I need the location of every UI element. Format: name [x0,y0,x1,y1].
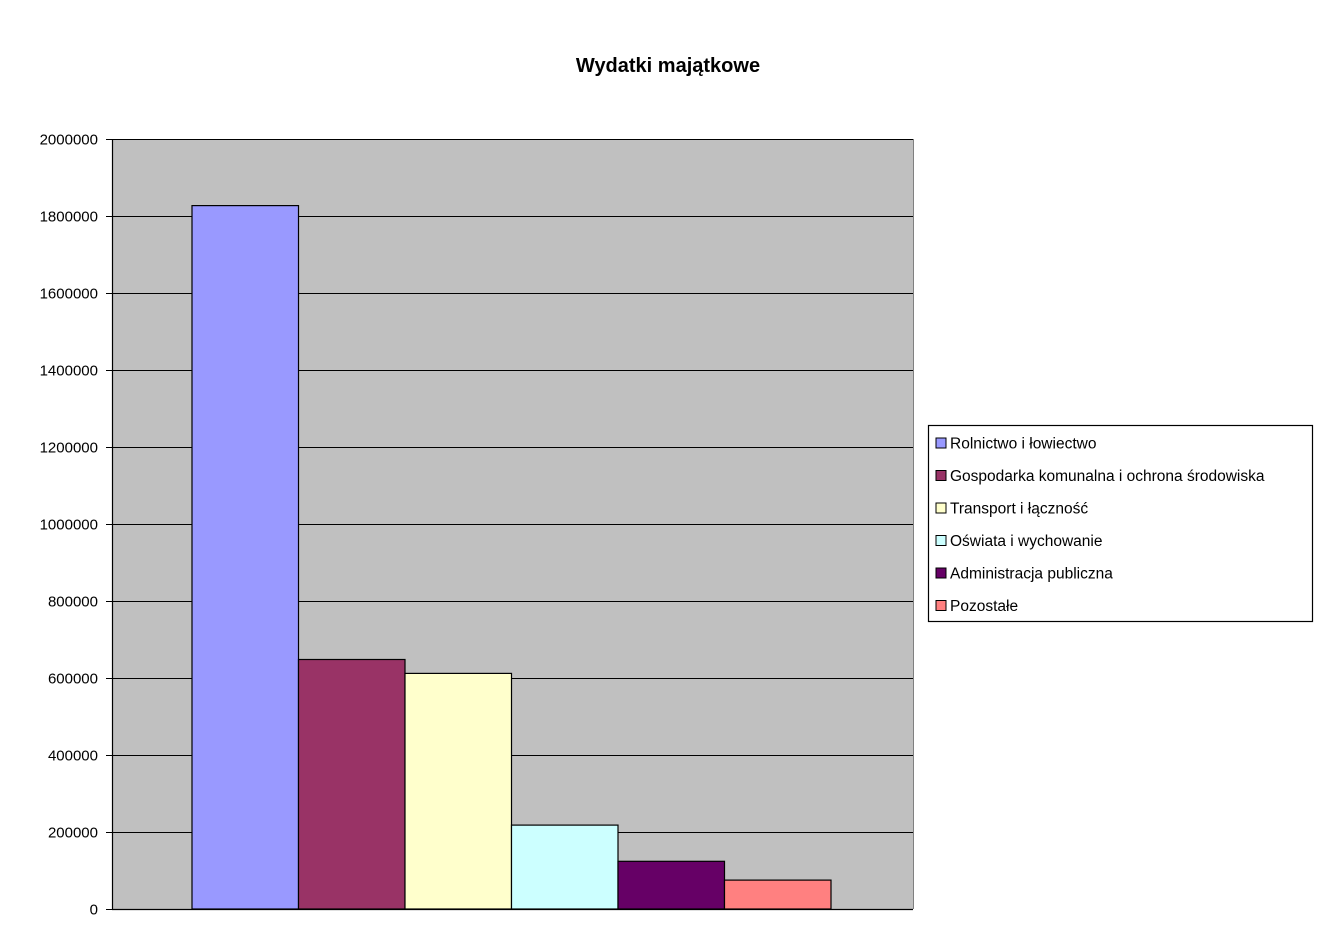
legend-swatch [935,535,947,546]
y-axis-ticks: 0 200000 400000 600000 800000 1000000 1200000 1… [40,132,112,919]
legend-swatch [935,437,947,449]
bar [404,672,513,910]
legend-label: Rolnictwo i łowiectwo [950,436,1096,453]
legend-swatch [935,567,947,579]
y-tick-label: 1600000 [40,286,98,303]
legend-label: Pozostałe [950,598,1018,615]
bar [617,860,726,910]
legend-label: Gospodarka komunalna i ochrona środowisk… [950,468,1265,485]
bars [191,205,832,910]
y-tick-label: 0 [90,902,98,919]
legend-swatch [935,600,947,611]
legend-label: Oświata i wychowanie [950,533,1102,550]
legend-label: Transport i łączność [950,501,1088,518]
legend-swatch [935,470,947,481]
bar [297,658,406,910]
y-tick-label: 600000 [48,671,98,688]
bar [723,879,832,910]
y-tick-label: 800000 [48,594,98,611]
y-tick-label: 1800000 [40,209,98,226]
legend-swatch [935,502,947,514]
legend-box [927,424,1314,623]
y-tick-label: 200000 [48,825,98,842]
chart-title: Wydatki majątkowe [576,55,760,77]
bar [191,205,300,910]
legend: Rolnictwo i łowiectwo Gospodarka komunaln… [927,424,1314,623]
y-tick-label: 1400000 [40,363,98,380]
y-tick-label: 1200000 [40,440,98,457]
axes [111,139,914,911]
legend-label: Administracja publiczna [950,566,1113,583]
y-tick-label: 400000 [48,748,98,765]
bar [510,824,619,910]
y-tick-label: 2000000 [40,132,98,149]
y-tick-label: 1000000 [40,517,98,534]
